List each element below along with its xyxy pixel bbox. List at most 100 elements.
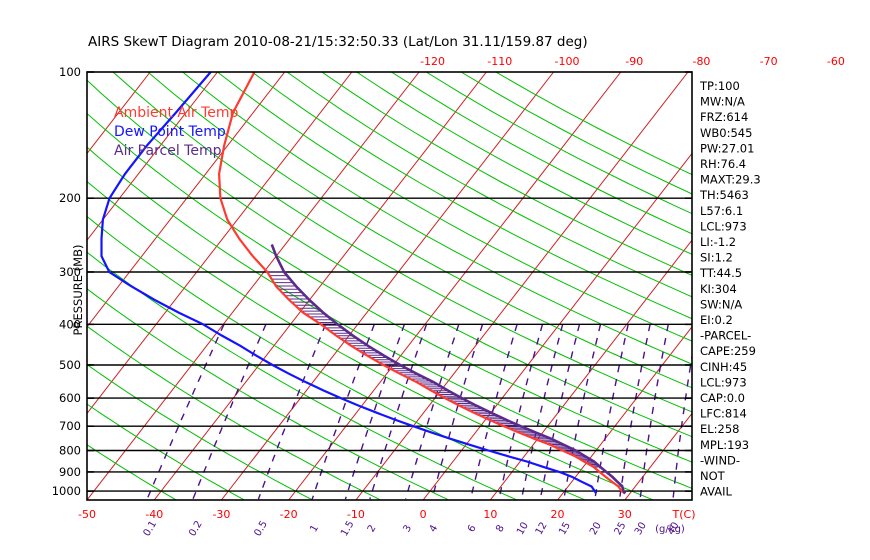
mixing-ratio-line	[257, 324, 327, 500]
parameter-line: LCL:973	[700, 375, 747, 389]
isotherm-line	[489, 239, 692, 500]
bottom-temp-tick-label: 20	[551, 508, 565, 521]
grid-lines	[87, 72, 692, 500]
dry-adiabat-line	[112, 72, 692, 413]
pressure-tick-label: 1000	[52, 484, 81, 498]
parameter-line: AVAIL	[700, 485, 733, 499]
mixing-ratio-line	[618, 324, 651, 500]
top-temp-tick-label: -120	[420, 55, 445, 68]
pressure-tick-label: 600	[59, 391, 81, 405]
grid-inner	[87, 72, 692, 500]
mixing-ratio-line	[563, 324, 602, 500]
isotherm-line	[288, 72, 622, 500]
legend-item-parcel: Air Parcel Temp	[114, 143, 222, 159]
mixing-ratio-line	[431, 324, 484, 500]
pressure-tick-label: 100	[59, 65, 81, 79]
parameter-line: TH:5463	[699, 188, 749, 202]
top-temp-tick-label: -80	[692, 55, 710, 68]
mixing-ratio-line	[192, 324, 267, 500]
isotherm-line	[87, 72, 151, 155]
bottom-temp-tick-label: 0	[420, 508, 427, 521]
isotherm-line	[87, 72, 286, 328]
parameter-line: TP:100	[699, 79, 740, 93]
bottom-temp-tick-label: -40	[145, 508, 163, 521]
x-axis-title: T(C)	[672, 508, 696, 521]
parameter-line: LFC:814	[700, 407, 747, 421]
isotherm-line	[87, 72, 353, 415]
isotherm-line	[87, 72, 218, 241]
mixing-ratio-tick-label: 8	[494, 523, 507, 534]
isotherm-line	[422, 152, 692, 500]
parameter-line: EL:258	[700, 422, 740, 436]
pressure-tick-label: 700	[59, 419, 81, 433]
plot-border	[86, 71, 693, 501]
top-temp-tick-label: -60	[827, 55, 845, 68]
pressure-tick-label: 900	[59, 465, 81, 479]
mixing-ratio-tick-label: 3	[401, 523, 414, 534]
isotherm-line	[557, 325, 692, 500]
parameter-line: LI:-1.2	[700, 235, 736, 249]
dry-adiabat-line	[87, 79, 692, 438]
bottom-temp-tick-label: -50	[78, 508, 96, 521]
dry-adiabat-line	[87, 364, 313, 500]
dry-adiabat-line	[87, 215, 585, 500]
dry-adiabat-line	[87, 403, 245, 500]
isotherm-line	[153, 72, 487, 500]
dry-adiabat-line	[87, 444, 176, 500]
parameter-line: EI:0.2	[700, 313, 733, 327]
dry-adiabat-line	[286, 72, 692, 298]
bottom-temp-tick-label: 30	[618, 508, 632, 521]
dry-adiabat-line	[251, 72, 692, 320]
page-title: AIRS SkewT Diagram 2010-08-21/15:32:50.3…	[88, 34, 588, 50]
bottom-temp-tick-label: -10	[347, 508, 365, 521]
mixing-ratio-line	[594, 324, 629, 500]
plot-frame	[86, 71, 693, 501]
mixing-ratio-line	[520, 324, 564, 500]
parameter-line: -PARCEL-	[700, 329, 751, 343]
parameter-line: L57:6.1	[700, 204, 743, 218]
legend-item-ambient: Ambient Air Temp	[114, 105, 239, 121]
parameter-line: PW:27.01	[700, 141, 754, 155]
mixing-ratio-line	[469, 324, 518, 500]
mixing-ratio-line	[672, 352, 692, 500]
mixing-ratio-line	[311, 324, 375, 500]
legend-item-dewpoint: Dew Point Temp	[114, 124, 226, 140]
ambient-temp-trace	[217, 72, 626, 495]
dewpoint-trace	[100, 72, 598, 495]
mixing-ratio-line	[405, 324, 460, 500]
mixing-ratio-line	[146, 324, 225, 500]
parameter-line: SW:N/A	[700, 297, 742, 311]
parameter-line: KI:304	[700, 282, 737, 296]
parameter-line: SI:1.2	[700, 251, 733, 265]
parameter-line: CINH:45	[700, 360, 747, 374]
parameter-line: RH:76.4	[700, 157, 746, 171]
mixing-ratio-line	[498, 324, 544, 500]
trace-inner	[100, 72, 627, 495]
top-temp-tick-label: -100	[555, 55, 580, 68]
pressure-tick-label: 300	[59, 265, 81, 279]
parameter-line: TT:44.5	[699, 266, 742, 280]
dry-adiabat-line	[87, 112, 692, 463]
parameter-line: NOT	[700, 469, 726, 483]
dry-adiabat-line	[87, 325, 381, 500]
parameter-line: MAXT:29.3	[700, 173, 761, 187]
dry-adiabat-line	[87, 288, 449, 500]
dry-adiabat-line	[147, 72, 692, 389]
dry-adiabat-line	[87, 146, 692, 489]
dry-adiabat-line	[87, 251, 517, 500]
legend: Ambient Air Temp Dew Point Temp Air Parc…	[114, 105, 239, 159]
parameter-line: WB0:545	[700, 126, 752, 140]
parameter-line: -WIND-	[700, 453, 740, 467]
dry-adiabat-line	[217, 72, 692, 342]
mixing-ratio-line	[369, 324, 428, 500]
isotherm-line	[624, 412, 692, 500]
bottom-temp-tick-label: -20	[280, 508, 298, 521]
mixing-ratio-axis-title: (g/kg)	[655, 524, 685, 535]
pressure-tick-label: 400	[59, 317, 81, 331]
mixing-ratio-tick-label: 4	[428, 523, 441, 534]
parameter-line: MW:N/A	[700, 95, 745, 109]
